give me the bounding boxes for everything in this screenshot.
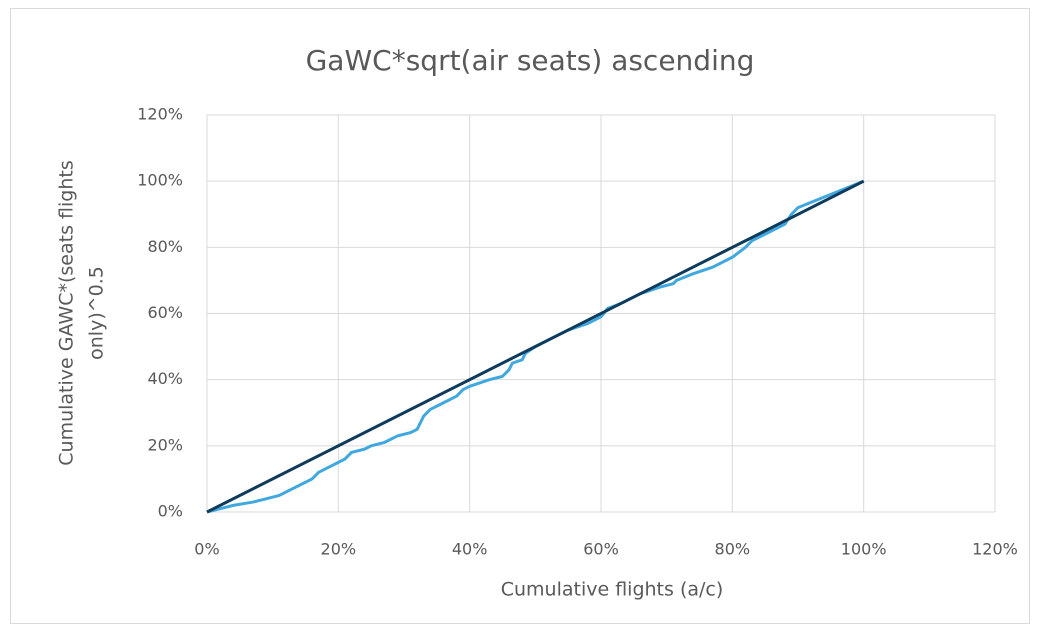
y-tick-label: 40% — [147, 369, 183, 388]
y-tick-label: 80% — [147, 237, 183, 256]
x-axis-label: Cumulative flights (a/c) — [501, 579, 724, 601]
series-line — [206, 179, 865, 514]
chart-border — [10, 8, 1030, 624]
x-tick-label: 120% — [972, 540, 1018, 559]
chart-title: GaWC*sqrt(air seats) ascending — [306, 44, 755, 77]
x-tick-label: 20% — [321, 540, 357, 559]
y-tick-label: 0% — [158, 502, 183, 521]
y-axis-label-line: Cumulative GAWC*(seats flights — [56, 160, 78, 465]
y-tick-label: 100% — [137, 171, 183, 190]
series-line — [206, 179, 865, 514]
x-tick-label: 0% — [194, 540, 219, 559]
x-tick-label: 60% — [583, 540, 619, 559]
y-tick-label: 60% — [147, 303, 183, 322]
y-axis-label-line: only)^0.5 — [86, 266, 108, 360]
y-tick-label: 120% — [137, 105, 183, 124]
x-tick-label: 80% — [715, 540, 751, 559]
x-tick-label: 100% — [841, 540, 887, 559]
y-axis-label: Cumulative GAWC*(seats flights only)^0.5 — [56, 160, 108, 465]
y-tick-label: 20% — [147, 435, 183, 454]
x-tick-label: 40% — [452, 540, 488, 559]
